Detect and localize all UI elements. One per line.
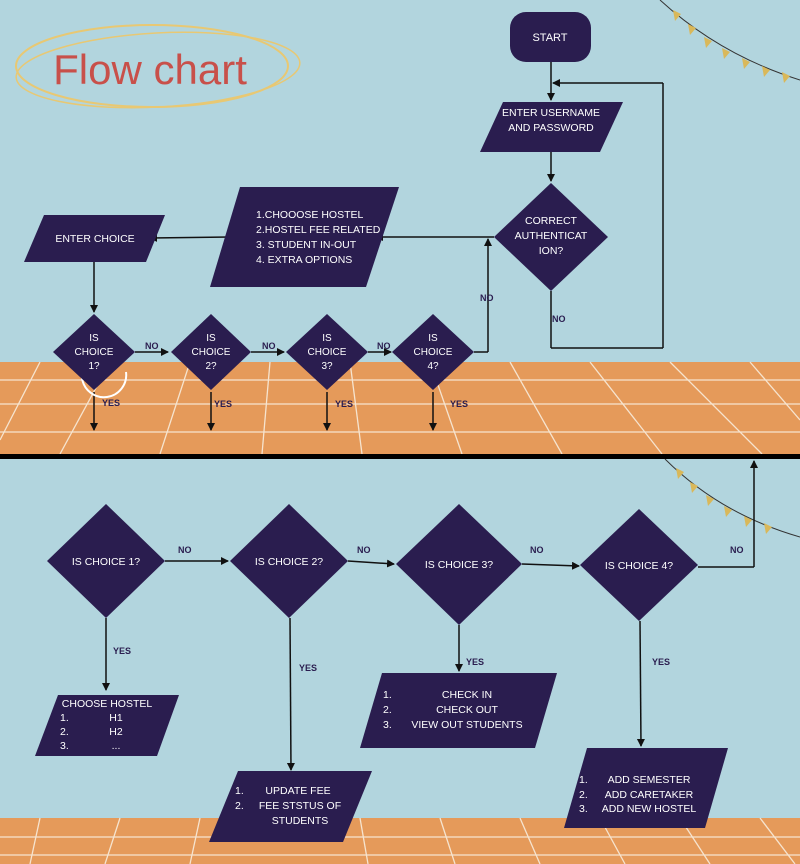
yes-label-choice-4: YES (652, 657, 670, 667)
highlight-circle (81, 371, 128, 399)
flowchart-panel-bottom: IS CHOICE 1? IS CHOICE 2? IS CHOICE 3? I… (0, 459, 800, 864)
start-node: START (510, 12, 591, 62)
update-fee-num-2: 2. (235, 800, 244, 812)
choice-1-line-1: IS (89, 333, 99, 344)
choice-4-decision: IS CHOICE 4? (392, 314, 474, 390)
yes-label-choice-2: YES (299, 663, 317, 673)
yes-label-choice-1: YES (113, 646, 131, 656)
no-label-choice-4: NO (480, 293, 494, 303)
check-in-out-node: 1. CHECK IN 2. CHECK OUT 3. VIEW OUT STU… (360, 673, 557, 748)
login-line-1: ENTER USERNAME (502, 107, 600, 119)
choice-1-decision: IS CHOICE 1? (47, 504, 165, 618)
menu-line-3: 3. STUDENT IN-OUT (256, 239, 357, 251)
choice-2-label: IS CHOICE 2? (255, 556, 323, 568)
extra-item-2: ADD CARETAKER (605, 789, 694, 801)
yes-label-choice-3: YES (335, 399, 353, 409)
no-label-choice-3: NO (377, 341, 391, 351)
start-label: START (532, 32, 567, 44)
title-badge: Flow chart (15, 24, 301, 109)
update-fee-num-1: 1. (235, 785, 244, 797)
choice-3-label: IS CHOICE 3? (425, 559, 493, 571)
update-fee-item-2: FEE STSTUS OF (259, 800, 341, 812)
enter-choice-node: ENTER CHOICE (24, 215, 165, 262)
choice-3-decision: IS CHOICE 3? (286, 314, 368, 390)
auth-check-decision: CORRECT AUTHENTICAT ION? (494, 183, 608, 291)
auth-line-2: AUTHENTICAT (515, 230, 588, 242)
no-label-choice-2: NO (262, 341, 276, 351)
page-title: Flow chart (53, 46, 247, 93)
no-label-choice-2: NO (357, 545, 371, 555)
check-num-1: 1. (383, 689, 392, 701)
choice-4-decision: IS CHOICE 4? (580, 509, 698, 621)
choose-hostel-num-3: 3. (60, 740, 69, 752)
no-label-auth: NO (552, 314, 566, 324)
yes-label-choice-4: YES (450, 399, 468, 409)
choose-hostel-node: CHOOSE HOSTEL 1. H1 2. H2 3. ... (35, 695, 179, 756)
yes-label-choice-2: YES (214, 399, 232, 409)
update-fee-continuation: STUDENTS (272, 815, 329, 827)
connectors (90, 62, 664, 431)
choice-2-line-3: 2? (205, 361, 217, 372)
extra-options-node: 1. ADD SEMESTER 2. ADD CARETAKER 3. ADD … (564, 748, 728, 828)
choice-4-line-2: CHOICE (414, 347, 453, 358)
yes-label-choice-1: YES (102, 398, 120, 408)
menu-line-1: 1.CHOOOSE HOSTEL (256, 209, 364, 221)
choice-2-line-2: CHOICE (192, 347, 231, 358)
choice-2-line-1: IS (206, 333, 216, 344)
no-label-choice-4: NO (730, 545, 744, 555)
choice-3-decision: IS CHOICE 3? (396, 504, 522, 625)
choice-3-line-2: CHOICE (308, 347, 347, 358)
choose-hostel-num-1: 1. (60, 712, 69, 724)
login-input-node: ENTER USERNAME AND PASSWORD (480, 102, 623, 152)
choice-2-decision: IS CHOICE 2? (171, 314, 251, 390)
choice-1-label: IS CHOICE 1? (72, 556, 140, 568)
check-item-3: VIEW OUT STUDENTS (411, 719, 522, 731)
choice-3-line-3: 3? (321, 361, 333, 372)
choice-2-decision: IS CHOICE 2? (230, 504, 348, 618)
choose-hostel-heading: CHOOSE HOSTEL (62, 698, 153, 710)
extra-item-1: ADD SEMESTER (608, 774, 691, 786)
auth-line-1: CORRECT (525, 215, 578, 227)
check-num-2: 2. (383, 704, 392, 716)
top-flow-diagram: Flow chart START ENTER USERNAME AND PASS… (0, 0, 800, 454)
edge-labels: NO NO NO NO YES YES YES YES (113, 545, 744, 673)
update-fee-node: 1. UPDATE FEE 2. FEE STSTUS OF STUDENTS (209, 771, 372, 842)
flowchart-panel-top: Flow chart START ENTER USERNAME AND PASS… (0, 0, 800, 454)
edge-labels: NO NO NO NO NO YES YES YES YES (102, 293, 566, 409)
enter-choice-label: ENTER CHOICE (55, 233, 134, 245)
floor (0, 361, 800, 454)
menu-options-node: 1.CHOOOSE HOSTEL 2.HOSTEL FEE RELATED 3.… (210, 187, 399, 287)
no-label-choice-1: NO (178, 545, 192, 555)
choice-4-line-1: IS (428, 333, 438, 344)
extra-num-3: 3. (579, 803, 588, 815)
menu-line-4: 4. EXTRA OPTIONS (256, 254, 352, 266)
extra-num-2: 2. (579, 789, 588, 801)
choose-hostel-item-1: H1 (109, 712, 123, 724)
choose-hostel-item-3: ... (112, 740, 121, 752)
choice-1-decision: IS CHOICE 1? (53, 314, 135, 390)
login-line-2: AND PASSWORD (508, 122, 594, 134)
check-item-2: CHECK OUT (436, 704, 498, 716)
check-item-1: CHECK IN (442, 689, 492, 701)
extra-num-1: 1. (579, 774, 588, 786)
connectors (102, 460, 758, 771)
bottom-flow-diagram: IS CHOICE 1? IS CHOICE 2? IS CHOICE 3? I… (0, 459, 800, 864)
extra-item-3: ADD NEW HOSTEL (602, 803, 697, 815)
choice-1-line-2: CHOICE (75, 347, 114, 358)
check-num-3: 3. (383, 719, 392, 731)
choice-4-line-3: 4? (427, 361, 439, 372)
yes-label-choice-3: YES (466, 657, 484, 667)
bunting-garland (659, 0, 800, 83)
no-label-choice-1: NO (145, 341, 159, 351)
bunting-garland (664, 459, 800, 538)
auth-line-3: ION? (539, 245, 564, 257)
update-fee-item-1: UPDATE FEE (265, 785, 330, 797)
choose-hostel-item-2: H2 (109, 726, 123, 738)
no-label-choice-3: NO (530, 545, 544, 555)
choice-1-line-3: 1? (88, 361, 100, 372)
choose-hostel-num-2: 2. (60, 726, 69, 738)
choice-3-line-1: IS (322, 333, 332, 344)
choice-4-label: IS CHOICE 4? (605, 560, 673, 572)
menu-line-2: 2.HOSTEL FEE RELATED (256, 224, 381, 236)
